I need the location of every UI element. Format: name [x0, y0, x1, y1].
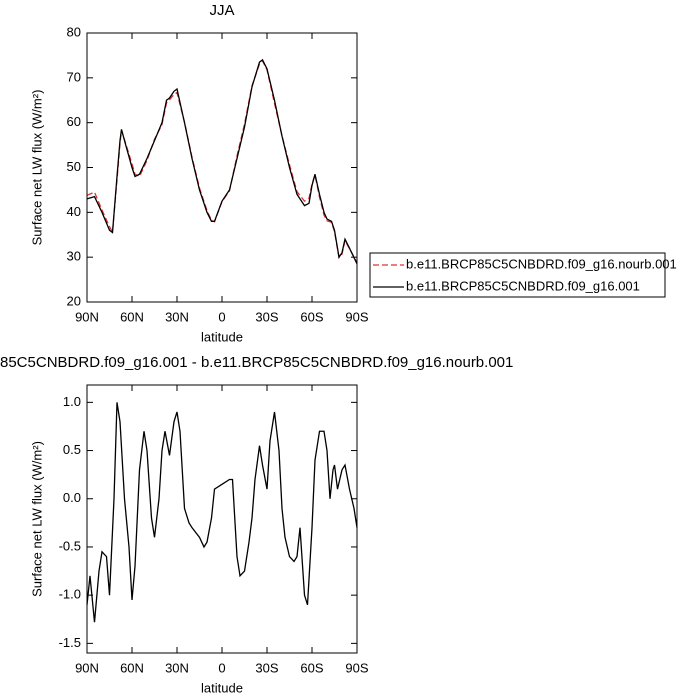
y-axis-label: Surface net LW flux (W/m²): [29, 90, 44, 246]
y-tick-label: 0.5: [63, 442, 81, 457]
y-tick-label: 50: [67, 159, 81, 174]
legend-box: [369, 252, 666, 298]
y-tick-label: 40: [67, 204, 81, 219]
x-axis-label: latitude: [201, 329, 243, 344]
chart-title: 85C5CNBDRD.f09_g16.001 - b.e11.BRCP85C5C…: [0, 354, 513, 371]
x-tick-label: 60S: [300, 660, 323, 675]
data-line: [86, 402, 358, 623]
chart-title: JJA: [209, 2, 234, 19]
x-tick-label: 30N: [165, 309, 189, 324]
y-tick-label: 30: [67, 249, 81, 264]
y-tick-label: -1.5: [59, 635, 81, 650]
x-tick-label: 90S: [345, 660, 368, 675]
y-tick-label: 70: [67, 69, 81, 84]
x-tick-label: 0: [218, 660, 225, 675]
plot-frame: [86, 32, 358, 303]
x-tick-label: 90S: [345, 309, 368, 324]
x-tick-label: 60S: [300, 309, 323, 324]
legend-label: b.e11.BRCP85C5CNBDRD.f09_g16.nourb.001: [406, 256, 677, 271]
y-tick-label: 60: [67, 114, 81, 129]
x-tick-label: 30S: [255, 309, 278, 324]
legend-label: b.e11.BRCP85C5CNBDRD.f09_g16.001: [406, 278, 640, 293]
x-tick-label: 30S: [255, 660, 278, 675]
y-tick-label: 20: [67, 293, 81, 308]
y-tick-label: -0.5: [59, 538, 81, 553]
x-tick-label: 60N: [120, 309, 144, 324]
x-tick-label: 90N: [75, 309, 99, 324]
y-axis-label: Surface net LW flux (W/m²): [29, 441, 44, 597]
x-tick-label: 0: [218, 309, 225, 324]
y-tick-label: -1.0: [59, 587, 81, 602]
x-tick-label: 30N: [165, 660, 189, 675]
x-tick-label: 90N: [75, 660, 99, 675]
y-tick-label: 0.0: [63, 490, 81, 505]
plot-frame: [86, 384, 358, 654]
y-tick-label: 1.0: [63, 394, 81, 409]
y-tick-label: 80: [67, 24, 81, 39]
data-line: [86, 58, 358, 265]
x-axis-label: latitude: [201, 680, 243, 695]
x-tick-label: 60N: [120, 660, 144, 675]
data-line: [86, 59, 358, 263]
